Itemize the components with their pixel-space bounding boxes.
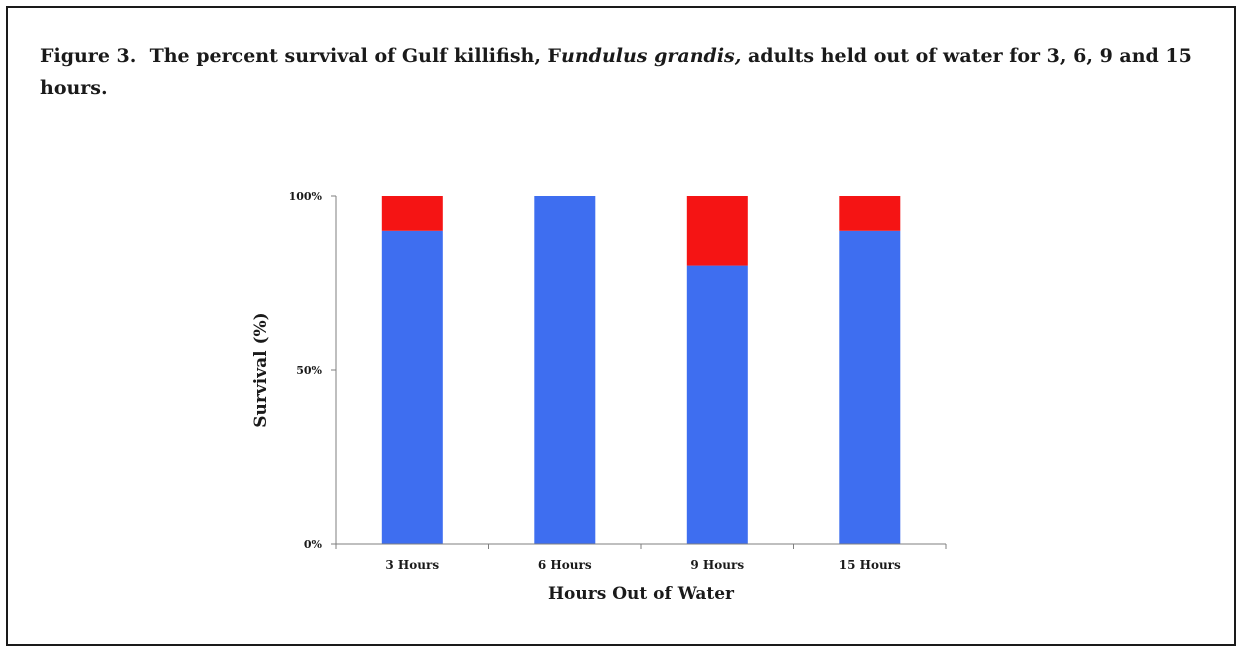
y-tick-label: 100% bbox=[289, 190, 323, 203]
species-name: undulus grandis, bbox=[561, 45, 742, 67]
bar-segment bbox=[686, 196, 748, 266]
caption-text-start: The percent survival of Gulf killifish, … bbox=[149, 45, 562, 67]
stacked-bar-chart: 0% 50% 100% 3 Hours 6 Hours 9 Hours 15 Hours Ho… bbox=[251, 190, 947, 604]
bar-segment bbox=[839, 230, 901, 545]
bar-segment bbox=[381, 196, 443, 231]
x-tick-label: 15 Hours bbox=[839, 558, 901, 572]
x-axis-title: Hours Out of Water bbox=[548, 584, 735, 604]
figure-caption: Figure 3. The percent survival of Gulf k… bbox=[40, 40, 1220, 104]
bar-segment bbox=[686, 265, 748, 544]
x-tick-label: 3 Hours bbox=[385, 558, 439, 572]
figure-label: Figure 3. bbox=[40, 45, 137, 67]
bar-segment bbox=[381, 230, 443, 545]
bar-segment bbox=[839, 196, 901, 231]
y-axis-title: Survival (%) bbox=[251, 312, 271, 427]
x-tick-label: 9 Hours bbox=[690, 558, 744, 572]
caption-text-end: adults held out of water for 3, 6, 9 and… bbox=[40, 45, 1192, 99]
y-tick-label: 50% bbox=[296, 364, 322, 377]
x-tick-label: 6 Hours bbox=[538, 558, 592, 572]
figure-frame bbox=[6, 6, 1236, 646]
y-tick-label: 0% bbox=[304, 538, 323, 551]
bar-segment bbox=[534, 196, 596, 544]
